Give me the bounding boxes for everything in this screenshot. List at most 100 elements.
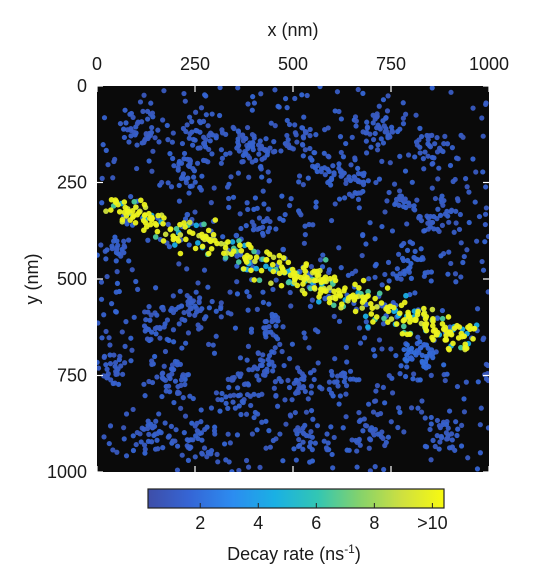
data-point bbox=[262, 318, 268, 325]
data-point bbox=[326, 386, 332, 392]
data-point bbox=[99, 335, 105, 341]
data-point bbox=[372, 353, 378, 359]
data-point bbox=[193, 289, 199, 295]
data-point bbox=[365, 324, 371, 330]
data-point bbox=[184, 122, 190, 128]
data-point bbox=[230, 194, 237, 200]
data-point bbox=[367, 301, 374, 307]
data-point bbox=[343, 391, 349, 397]
data-point bbox=[341, 195, 348, 201]
data-point bbox=[101, 115, 108, 121]
data-point bbox=[301, 431, 307, 437]
data-point bbox=[387, 134, 393, 140]
data-point bbox=[263, 136, 269, 142]
data-point bbox=[259, 174, 265, 180]
data-point bbox=[370, 136, 377, 143]
data-point bbox=[205, 284, 211, 290]
data-point bbox=[146, 158, 152, 164]
data-point bbox=[167, 226, 174, 232]
data-point bbox=[404, 342, 410, 348]
data-point bbox=[408, 355, 414, 361]
data-point bbox=[461, 409, 468, 415]
data-point bbox=[174, 362, 180, 368]
x-tick-label: 750 bbox=[376, 54, 406, 74]
data-point bbox=[182, 98, 188, 104]
data-point bbox=[324, 431, 330, 437]
data-point bbox=[164, 122, 170, 129]
data-point bbox=[110, 447, 116, 453]
data-point bbox=[291, 446, 297, 452]
data-point bbox=[132, 219, 139, 226]
data-point bbox=[144, 336, 151, 342]
data-point bbox=[372, 130, 378, 137]
data-point bbox=[250, 227, 257, 233]
data-point bbox=[222, 244, 229, 251]
data-point bbox=[205, 236, 212, 243]
data-point bbox=[302, 147, 308, 153]
data-point bbox=[338, 265, 344, 271]
data-point bbox=[451, 325, 458, 332]
data-point bbox=[436, 446, 442, 452]
y-tick-label: 250 bbox=[57, 173, 87, 193]
data-point bbox=[287, 272, 294, 279]
data-point bbox=[482, 211, 489, 217]
data-point bbox=[346, 447, 352, 453]
data-point bbox=[429, 154, 435, 161]
data-point bbox=[321, 150, 327, 156]
data-point bbox=[305, 175, 311, 181]
data-point bbox=[201, 134, 207, 140]
data-point bbox=[148, 100, 154, 106]
data-point bbox=[171, 339, 177, 345]
data-point bbox=[308, 390, 314, 396]
x-tick-label: 1000 bbox=[469, 54, 509, 74]
data-point bbox=[309, 297, 315, 303]
data-point bbox=[263, 445, 269, 451]
data-point bbox=[245, 382, 252, 388]
data-point bbox=[201, 267, 208, 273]
data-point bbox=[227, 440, 233, 446]
data-point bbox=[364, 125, 370, 131]
data-point bbox=[441, 197, 447, 204]
data-point bbox=[273, 226, 279, 232]
data-point bbox=[139, 119, 145, 125]
data-point bbox=[473, 169, 479, 175]
data-point bbox=[479, 258, 485, 265]
data-point bbox=[435, 176, 441, 182]
data-point bbox=[294, 273, 301, 280]
data-point bbox=[337, 293, 344, 299]
data-point bbox=[377, 410, 384, 417]
data-point bbox=[184, 266, 190, 272]
data-point bbox=[334, 373, 341, 379]
data-point bbox=[166, 433, 172, 439]
data-point bbox=[271, 363, 277, 369]
data-point bbox=[103, 256, 109, 262]
data-point bbox=[332, 277, 339, 284]
data-point bbox=[127, 217, 134, 223]
data-point bbox=[192, 303, 198, 309]
data-point bbox=[466, 219, 472, 226]
data-point bbox=[181, 156, 187, 162]
data-point bbox=[222, 254, 229, 261]
data-point bbox=[328, 176, 335, 183]
data-point bbox=[359, 305, 366, 311]
data-point bbox=[109, 243, 115, 249]
data-point bbox=[337, 169, 344, 175]
data-point bbox=[355, 165, 361, 171]
data-point bbox=[243, 411, 250, 417]
data-point bbox=[184, 211, 191, 218]
data-point bbox=[404, 364, 410, 370]
data-point bbox=[244, 357, 250, 363]
data-point bbox=[409, 179, 415, 185]
data-point bbox=[411, 203, 417, 209]
data-point bbox=[375, 142, 381, 148]
data-point bbox=[279, 348, 285, 355]
data-point bbox=[336, 318, 343, 324]
data-point bbox=[219, 397, 225, 403]
data-point bbox=[422, 315, 429, 322]
data-point bbox=[185, 162, 192, 169]
data-point bbox=[235, 128, 241, 134]
data-point bbox=[382, 271, 388, 278]
data-point bbox=[261, 155, 268, 161]
data-point bbox=[125, 208, 131, 215]
x-axis-ticks: 0 250 500 750 1000 bbox=[92, 54, 509, 472]
